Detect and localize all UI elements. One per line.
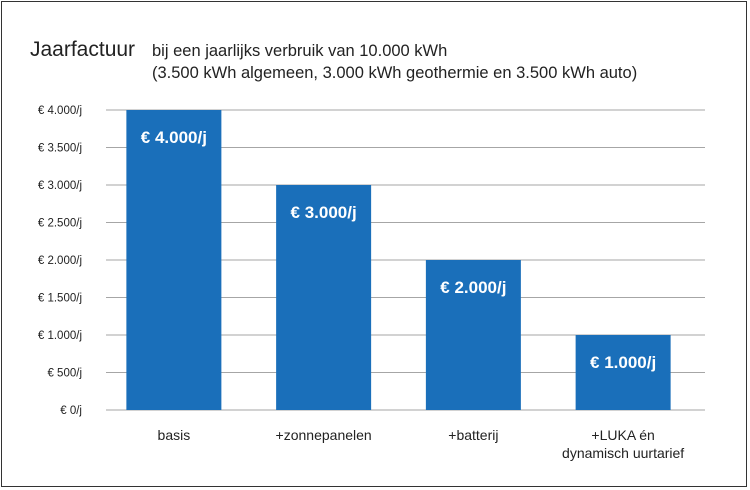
y-tick-label: € 2.500/j	[38, 218, 82, 230]
y-tick-label: € 2.000/j	[38, 255, 82, 267]
y-tick-label: € 1.500/j	[38, 293, 82, 305]
bar-data-label: € 2.000/j	[440, 278, 506, 297]
category-label: basis	[158, 427, 191, 443]
bar	[126, 110, 222, 410]
bar-data-label: € 4.000/j	[141, 128, 207, 147]
bar	[276, 185, 372, 410]
bar-data-label: € 1.000/j	[590, 353, 656, 372]
bar-data-label: € 3.000/j	[291, 203, 357, 222]
y-tick-label: € 4.000/j	[38, 105, 82, 117]
category-label: +zonnepanelen	[276, 427, 372, 443]
category-label: dynamisch uurtarief	[562, 445, 684, 461]
subtitle-line-2: (3.500 kWh algemeen, 3.000 kWh geothermi…	[152, 64, 638, 82]
category-label: +batterij	[448, 427, 498, 443]
y-tick-label: € 3.500/j	[38, 143, 82, 155]
bar	[575, 335, 671, 410]
y-tick-label: € 0/j	[60, 405, 82, 417]
y-tick-label: € 1.000/j	[38, 330, 82, 342]
chart-title: Jaarfactuur	[30, 38, 136, 61]
subtitle-line-1: bij een jaarlijks verbruik van 10.000 kW…	[152, 42, 448, 60]
category-label: +LUKA én	[591, 427, 654, 443]
bar	[425, 260, 521, 410]
y-tick-label: € 500/j	[47, 368, 82, 380]
chart-subtitle: bij een jaarlijks verbruik van 10.000 kW…	[152, 40, 637, 84]
y-tick-label: € 3.000/j	[38, 180, 82, 192]
